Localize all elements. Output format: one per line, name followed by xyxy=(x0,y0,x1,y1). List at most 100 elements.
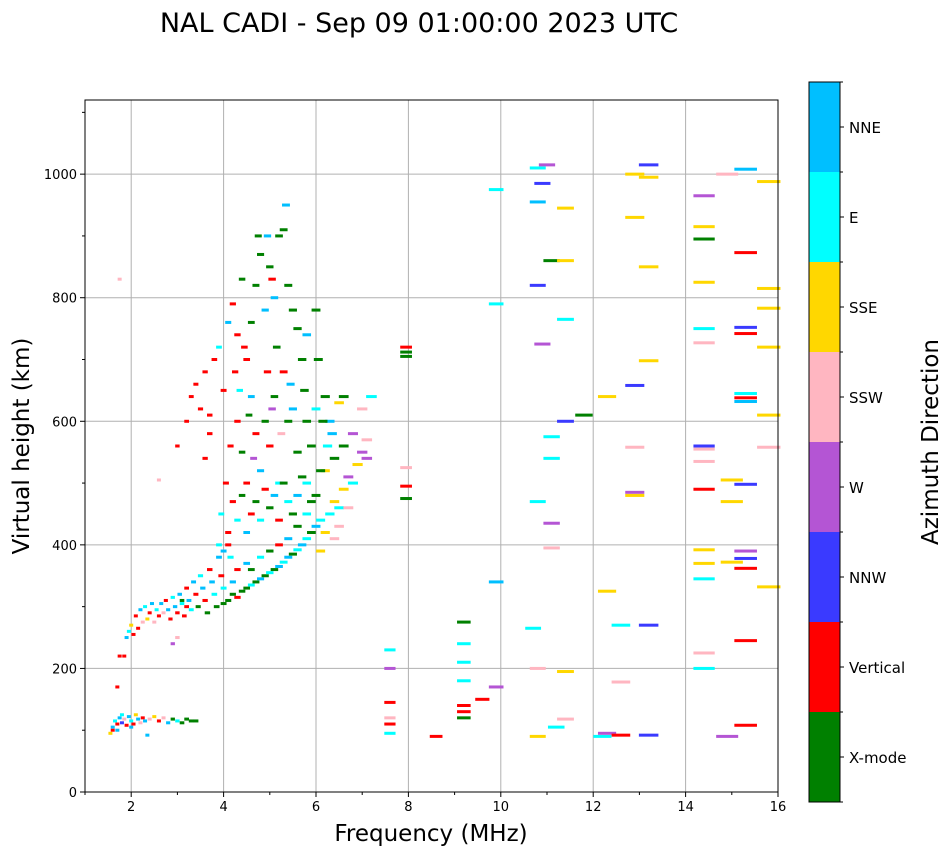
data-point-x-mode xyxy=(238,450,246,454)
data-point-vertical xyxy=(400,345,412,349)
data-point-nne xyxy=(117,716,122,720)
plot-frame xyxy=(84,99,779,793)
data-point-x-mode xyxy=(261,419,269,423)
data-point-vertical xyxy=(229,302,236,306)
data-point-nne xyxy=(136,717,141,721)
data-point-nnw xyxy=(119,721,124,725)
data-point-e xyxy=(218,512,225,516)
data-point-sse xyxy=(557,670,574,674)
data-point-sse xyxy=(625,172,645,176)
data-point-e xyxy=(457,660,471,664)
data-point-vertical xyxy=(734,251,757,255)
data-point-e xyxy=(693,577,715,581)
data-point-x-mode xyxy=(693,237,715,241)
data-point-ssw xyxy=(147,717,152,721)
data-point-x-mode xyxy=(284,283,293,287)
data-point-vertical xyxy=(193,592,199,596)
data-point-vertical xyxy=(263,370,272,374)
data-point-x-mode xyxy=(279,228,288,232)
data-point-x-mode xyxy=(316,469,326,473)
data-point-e xyxy=(488,302,504,306)
data-point-vertical xyxy=(225,543,232,547)
data-point-e xyxy=(593,734,612,738)
data-point-e xyxy=(384,648,396,652)
data-point-vertical xyxy=(202,456,208,460)
data-point-e xyxy=(126,629,131,633)
y-tick-label: 1000 xyxy=(44,168,77,183)
data-point-vertical xyxy=(117,654,122,658)
data-point-vertical xyxy=(232,370,239,374)
data-point-x-mode xyxy=(307,444,316,448)
colorbar-swatch-nne xyxy=(809,82,840,172)
data-point-vertical xyxy=(227,444,234,448)
data-point-e xyxy=(175,719,180,723)
data-point-ssw xyxy=(693,341,715,345)
data-point-nnw xyxy=(693,444,715,448)
data-point-nne xyxy=(284,555,293,559)
colorbar-tick-label: SSE xyxy=(849,299,878,317)
data-point-vertical xyxy=(261,487,269,491)
colorbar-tick-label: Vertical xyxy=(849,659,905,677)
data-point-vertical xyxy=(229,500,236,504)
data-point-vertical xyxy=(234,595,241,599)
data-point-vertical xyxy=(131,722,136,726)
data-point-nne xyxy=(191,580,197,584)
data-point-x-mode xyxy=(213,605,220,609)
data-point-e xyxy=(311,407,321,411)
data-point-ssw xyxy=(361,438,373,442)
data-point-vertical xyxy=(266,444,274,448)
data-point-vertical xyxy=(168,617,173,621)
colorbar-swatch-vertical xyxy=(809,622,840,712)
data-point-x-mode xyxy=(311,308,321,312)
data-point-vertical xyxy=(252,432,260,436)
data-point-nne xyxy=(734,167,757,171)
y-axis-label: Virtual height (km) xyxy=(9,338,35,555)
data-point-e xyxy=(266,571,274,575)
data-point-x-mode xyxy=(293,327,302,331)
data-point-nne xyxy=(297,543,307,547)
data-point-nne xyxy=(124,636,129,640)
data-point-sse xyxy=(638,359,659,363)
data-point-x-mode xyxy=(400,354,412,358)
data-point-sse xyxy=(316,549,326,553)
data-point-sse xyxy=(329,500,340,504)
data-point-vertical xyxy=(188,395,194,399)
data-point-nne xyxy=(177,592,182,596)
data-point-nne xyxy=(149,602,154,606)
y-tick-label: 200 xyxy=(52,662,77,677)
data-point-x-mode xyxy=(275,234,283,238)
data-point-vertical xyxy=(207,568,213,572)
colorbar-swatch-sse xyxy=(809,262,840,352)
data-point-w xyxy=(597,731,617,735)
data-point-e xyxy=(347,481,358,485)
data-point-w xyxy=(343,475,354,479)
data-point-nne xyxy=(270,296,279,300)
data-point-vertical xyxy=(268,277,276,281)
data-point-ssw xyxy=(175,636,180,640)
data-point-e xyxy=(154,608,159,612)
data-point-e xyxy=(234,518,241,522)
data-point-nne xyxy=(220,549,227,553)
data-point-e xyxy=(384,731,396,735)
data-point-sse xyxy=(757,585,781,589)
data-point-w xyxy=(538,163,556,167)
data-point-sse xyxy=(720,500,743,504)
data-point-nne xyxy=(311,524,321,528)
data-point-e xyxy=(257,555,265,559)
data-point-ssw xyxy=(122,717,127,721)
data-point-nne xyxy=(282,203,290,207)
data-point-ssw xyxy=(625,445,645,449)
data-point-e xyxy=(143,605,148,609)
data-point-e xyxy=(220,586,227,590)
data-point-vertical xyxy=(457,704,471,707)
data-point-vertical xyxy=(234,568,241,572)
data-point-x-mode xyxy=(238,493,246,497)
x-tick-label: 2 xyxy=(127,800,135,815)
data-point-e xyxy=(257,518,265,522)
data-point-w xyxy=(716,734,739,738)
data-point-ssw xyxy=(156,478,161,482)
data-point-vertical xyxy=(182,614,187,618)
colorbar-swatch-ssw xyxy=(809,352,840,442)
data-point-e xyxy=(334,506,344,510)
data-point-vertical xyxy=(124,723,129,727)
